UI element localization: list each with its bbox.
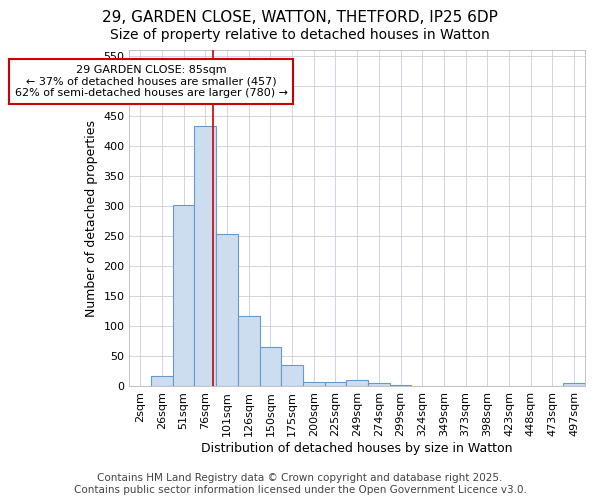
Bar <box>194 126 216 386</box>
Bar <box>238 316 260 386</box>
Bar <box>173 205 194 386</box>
X-axis label: Distribution of detached houses by size in Watton: Distribution of detached houses by size … <box>202 442 513 455</box>
Bar <box>563 384 585 386</box>
Text: Size of property relative to detached houses in Watton: Size of property relative to detached ho… <box>110 28 490 42</box>
Bar <box>260 348 281 387</box>
Bar <box>368 384 390 386</box>
Text: Contains HM Land Registry data © Crown copyright and database right 2025.
Contai: Contains HM Land Registry data © Crown c… <box>74 474 526 495</box>
Bar <box>346 380 368 386</box>
Text: 29, GARDEN CLOSE, WATTON, THETFORD, IP25 6DP: 29, GARDEN CLOSE, WATTON, THETFORD, IP25… <box>102 10 498 25</box>
Bar <box>390 384 412 386</box>
Bar <box>281 366 303 386</box>
Bar <box>216 234 238 386</box>
Y-axis label: Number of detached properties: Number of detached properties <box>85 120 98 316</box>
Bar <box>325 382 346 386</box>
Bar <box>151 376 173 386</box>
Text: 29 GARDEN CLOSE: 85sqm
← 37% of detached houses are smaller (457)
62% of semi-de: 29 GARDEN CLOSE: 85sqm ← 37% of detached… <box>14 65 287 98</box>
Bar <box>303 382 325 386</box>
